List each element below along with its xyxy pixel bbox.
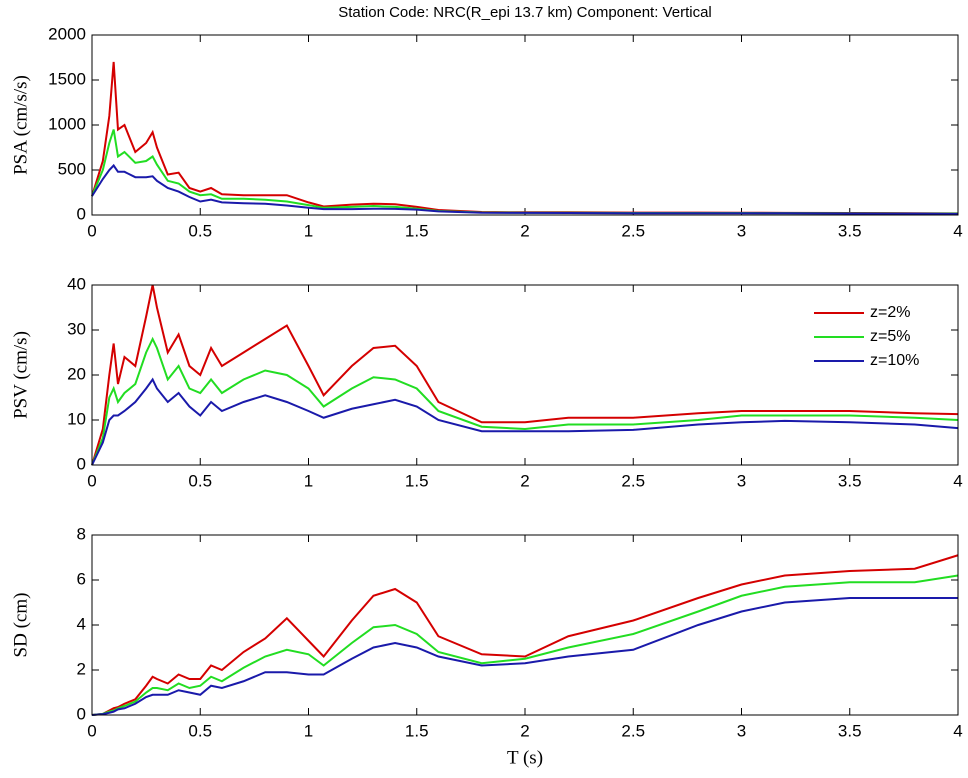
x-axis-label: T (s) xyxy=(507,747,543,768)
y-tick-label: 8 xyxy=(77,524,86,543)
series-line xyxy=(91,163,959,215)
x-tick-label: 0 xyxy=(87,721,96,740)
y-tick-label: 2 xyxy=(77,659,86,678)
legend-label: z=2% xyxy=(870,304,910,321)
x-tick-label: 4 xyxy=(953,221,962,240)
x-tick-label: 1 xyxy=(304,221,313,240)
series-line xyxy=(91,554,959,716)
y-tick-label: 10 xyxy=(67,409,86,428)
y-tick-label: 0 xyxy=(77,704,86,723)
x-tick-label: 2.5 xyxy=(621,721,645,740)
x-tick-label: 2 xyxy=(520,221,529,240)
axes-background xyxy=(92,535,958,715)
axes-box xyxy=(91,534,959,716)
chart-title: Station Code: NRC(R_epi 13.7 km) Compone… xyxy=(338,4,712,21)
axes-background xyxy=(92,285,958,465)
y-tick-label: 4 xyxy=(77,614,86,633)
x-tick-label: 3.5 xyxy=(838,721,862,740)
y-tick-label: 0 xyxy=(77,204,86,223)
y-tick-label: 1000 xyxy=(48,114,86,133)
axes-background xyxy=(92,35,958,215)
y-tick-label: 500 xyxy=(58,159,86,178)
x-tick-label: 3.5 xyxy=(838,471,862,490)
x-tick-label: 2.5 xyxy=(621,471,645,490)
x-tick-label: 0.5 xyxy=(188,721,212,740)
series-line xyxy=(91,336,959,466)
series-line xyxy=(91,284,959,466)
y-tick-label: 0 xyxy=(77,454,86,473)
y-tick-label: 40 xyxy=(67,274,86,293)
series-line xyxy=(91,574,959,716)
x-tick-label: 3 xyxy=(737,471,746,490)
x-tick-label: 3 xyxy=(737,221,746,240)
x-tick-label: 2 xyxy=(520,721,529,740)
y-tick-label: 20 xyxy=(67,364,86,383)
x-tick-label: 2.5 xyxy=(621,221,645,240)
x-tick-label: 1 xyxy=(304,721,313,740)
x-tick-label: 2 xyxy=(520,471,529,490)
x-tick-label: 1.5 xyxy=(405,471,429,490)
x-tick-label: 4 xyxy=(953,721,962,740)
x-tick-label: 0.5 xyxy=(188,471,212,490)
y-tick-label: 1500 xyxy=(48,69,86,88)
x-tick-label: 1.5 xyxy=(405,221,429,240)
x-tick-label: 4 xyxy=(953,471,962,490)
y-axis-label: SD (cm) xyxy=(10,593,31,658)
x-tick-label: 1 xyxy=(304,471,313,490)
x-tick-label: 0 xyxy=(87,471,96,490)
y-tick-label: 2000 xyxy=(48,24,86,43)
y-axis-label: PSV (cm/s) xyxy=(10,331,31,419)
y-axis-label: PSA (cm/s/s) xyxy=(10,75,31,175)
x-tick-label: 0 xyxy=(87,221,96,240)
series-line xyxy=(91,597,958,716)
axes-box xyxy=(91,284,959,466)
x-tick-label: 0.5 xyxy=(188,221,212,240)
legend-label: z=5% xyxy=(870,328,910,345)
series-line xyxy=(91,377,959,466)
y-tick-label: 30 xyxy=(67,319,86,338)
legend-label: z=10% xyxy=(870,352,919,369)
x-tick-label: 3.5 xyxy=(838,221,862,240)
x-tick-label: 1.5 xyxy=(405,721,429,740)
y-tick-label: 6 xyxy=(77,569,86,588)
x-tick-label: 3 xyxy=(737,721,746,740)
axes-box xyxy=(91,34,959,216)
